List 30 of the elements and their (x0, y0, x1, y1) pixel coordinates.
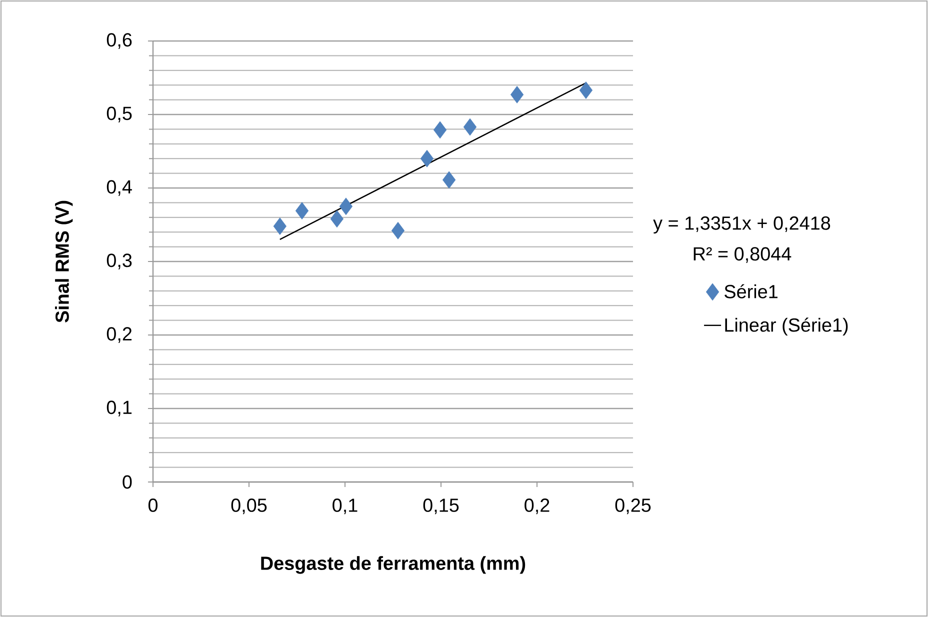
point (391, 222, 405, 240)
x-axis-title: Desgaste de ferramenta (mm) (261, 556, 526, 574)
x-tick-label: 0 (148, 498, 158, 512)
y-tick-label: 0,1 (106, 400, 132, 416)
y-tick-label: 0,5 (106, 106, 132, 122)
point (579, 82, 593, 99)
point (442, 171, 456, 189)
y-tick-label: 0,2 (106, 327, 132, 343)
legend-label: Série1 (724, 284, 778, 298)
point (330, 210, 344, 228)
y-tick-label: 0,4 (106, 180, 132, 196)
point (510, 86, 524, 104)
x-tick-label: 0,25 (615, 498, 651, 514)
x-tick-label: 0,05 (231, 498, 267, 514)
point (339, 198, 353, 216)
point (463, 118, 477, 136)
y-tick-label: 0,3 (106, 254, 132, 270)
point (273, 218, 286, 235)
x-tick-label: 0,1 (332, 498, 358, 514)
point (295, 202, 309, 220)
text: R² = 0,8044 (694, 247, 792, 263)
y-axis-title: Sinal RMS (V) (55, 200, 73, 322)
legend-label: Linear (Série1) (725, 318, 848, 336)
y-tick-label: 0,6 (106, 33, 132, 49)
point (433, 121, 447, 139)
x-tick-label: 0,2 (524, 498, 550, 514)
x-tick-label: 0,15 (423, 498, 459, 514)
text: y = 1,3351x + 0,2418 (653, 216, 830, 234)
y-tick-label: 0 (122, 475, 132, 489)
point (420, 150, 434, 168)
